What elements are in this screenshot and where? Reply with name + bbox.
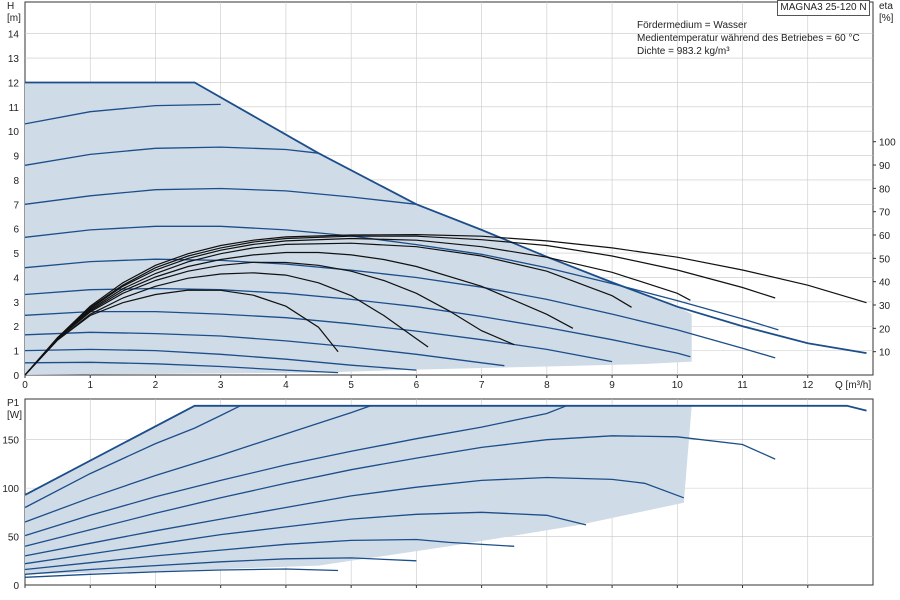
power-curve-10 [24,568,339,578]
top-y-tick-label: 10 [8,127,20,138]
y-axis-unit-m: [m] [7,13,21,24]
y2-axis-label-eta: eta [879,1,893,12]
model-label: MAGNA3 25-120 N [777,0,870,16]
head-curve-5 [24,225,779,331]
top-x-tick-label: 8 [544,380,550,391]
right-y-tick-label: 60 [879,231,891,242]
operating-area [25,82,692,375]
efficiency-curve-8 [24,233,867,376]
top-y-tick-label: 2 [13,322,19,333]
head-curve-3 [24,146,319,166]
y-axis-label-h: H [7,1,14,12]
top-y-tick-label: 0 [13,371,19,382]
top-x-tick-label: 1 [87,380,93,391]
head-curve-11 [24,361,339,374]
power-curve-2 [24,405,241,509]
efficiency-curve-2 [24,272,429,376]
top-y-tick-label: 3 [13,298,19,309]
top-x-tick-label: 4 [283,380,289,391]
efficiency-curve-4 [24,251,574,376]
right-y-tick-label: 40 [879,278,891,289]
head-curve-10 [24,348,417,371]
top-y-tick-label: 11 [9,103,20,114]
right-y-tick-label: 90 [879,161,891,172]
power-operating-area [25,405,692,575]
head-curve-6 [24,258,776,359]
top-x-tick-label: 12 [802,380,814,391]
top-x-tick-label: 0 [22,380,28,391]
info-temperature: Medientemperatur während des Betriebes =… [637,33,860,44]
efficiency-curve-3 [24,261,515,376]
top-y-tick-label: 6 [13,225,19,236]
power-curve-4 [24,405,567,537]
top-x-tick-label: 7 [479,380,485,391]
power-curve-7 [24,511,587,565]
efficiency-curve-7 [24,235,776,376]
info-medium: Fördermedium = Wasser [637,20,747,31]
bottom-y-tick-label: 100 [2,484,19,495]
top-y-tick-label: 5 [13,249,19,260]
bottom-y-tick-label: 50 [8,533,20,544]
top-y-tick-label: 9 [13,152,19,163]
top-y-tick-label: 12 [8,78,20,89]
efficiency-curve-6 [24,237,691,376]
bottom-y-tick-label: 0 [13,581,19,592]
right-y-tick-label: 80 [879,184,891,195]
right-y-tick-label: 30 [879,301,891,312]
top-x-tick-label: 6 [414,380,420,391]
right-y-tick-label: 50 [879,254,891,265]
head-curve-9 [24,331,505,367]
head-curve-7 [24,287,691,358]
efficiency-curve-1 [24,289,339,376]
power-curve-6 [24,476,685,557]
efficiency-curve-5 [24,242,632,376]
top-y-tick-label: 14 [8,30,20,41]
top-x-tick-label: 10 [672,380,684,391]
top-y-tick-label: 13 [8,54,20,65]
top-y-tick-label: 8 [13,176,19,187]
top-x-tick-label: 11 [737,380,748,391]
x-axis-label-q: Q [m³/h] [835,380,871,391]
bottom-y-tick-label: 150 [2,436,19,447]
power-curve-8 [24,538,515,571]
power-curve-3 [24,405,371,523]
medium-info: Fördermedium = Wasser Medientemperatur w… [637,19,860,58]
top-x-tick-label: 9 [609,380,615,391]
info-density: Dichte = 983.2 kg/m³ [637,46,730,57]
right-y-tick-label: 100 [879,138,896,149]
head-curve-4 [24,187,417,205]
top-y-tick-label: 7 [13,200,19,211]
head-curve-2 [24,103,221,125]
right-y-tick-label: 20 [879,324,891,335]
power-curve-1 [24,404,867,496]
top-x-tick-label: 2 [153,380,159,391]
y-axis-unit-w: [W] [7,410,22,421]
y2-axis-unit-percent: [%] [879,13,894,24]
top-y-tick-label: 1 [13,347,19,358]
top-y-tick-label: 4 [13,273,19,284]
top-x-tick-label: 5 [348,380,354,391]
power-curve-5 [24,435,776,547]
right-y-tick-label: 10 [879,348,891,359]
power-curve-9 [24,557,417,575]
right-y-tick-label: 70 [879,208,891,219]
top-x-tick-label: 3 [218,380,224,391]
y-axis-label-p1: P1 [7,398,20,409]
